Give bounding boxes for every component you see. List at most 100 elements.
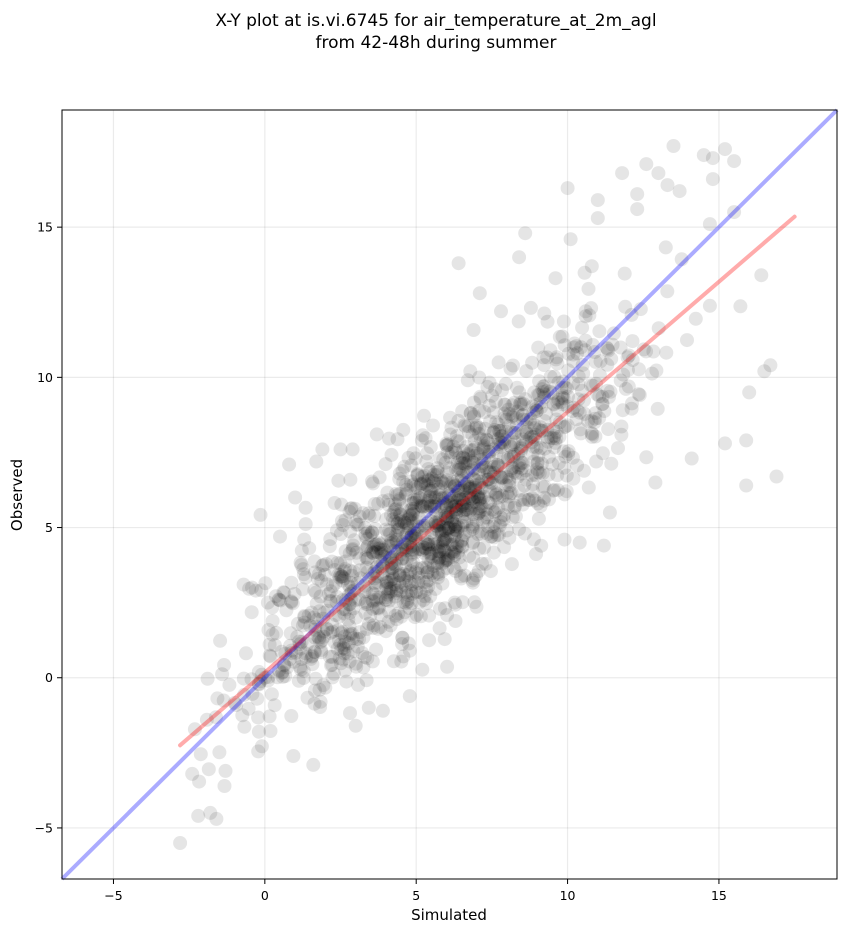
- data-point: [531, 340, 546, 355]
- data-point: [540, 422, 555, 437]
- data-point: [482, 375, 497, 390]
- data-point: [373, 541, 388, 556]
- data-point: [443, 498, 458, 513]
- data-point: [307, 583, 322, 598]
- data-point: [491, 432, 506, 446]
- data-point: [537, 358, 552, 373]
- data-point: [464, 501, 479, 516]
- data-point: [519, 434, 534, 449]
- data-point: [455, 483, 470, 498]
- data-point: [422, 573, 437, 587]
- data-point: [359, 550, 374, 565]
- data-point: [410, 514, 424, 529]
- data-point: [382, 552, 397, 567]
- data-point: [404, 596, 419, 610]
- data-point: [453, 462, 468, 477]
- data-point: [260, 673, 275, 688]
- data-point: [406, 495, 421, 510]
- data-point: [346, 538, 361, 553]
- data-point: [527, 421, 542, 436]
- data-point: [718, 142, 732, 157]
- data-point: [504, 439, 519, 454]
- data-point: [342, 504, 357, 519]
- data-point: [503, 438, 518, 453]
- data-point: [395, 637, 410, 651]
- data-point: [590, 193, 605, 208]
- data-point: [443, 410, 458, 425]
- data-point: [431, 551, 446, 566]
- data-point: [535, 466, 550, 481]
- data-point: [445, 537, 460, 552]
- data-point: [462, 523, 477, 538]
- data-point: [448, 519, 463, 534]
- data-point: [432, 621, 447, 636]
- data-point: [410, 468, 425, 483]
- data-point: [403, 564, 418, 579]
- data-point: [441, 521, 456, 536]
- data-point: [447, 544, 462, 559]
- data-point: [739, 433, 754, 448]
- data-point: [431, 539, 446, 554]
- data-point: [399, 527, 414, 542]
- data-point: [356, 630, 371, 645]
- data-point: [422, 608, 437, 623]
- data-point: [495, 489, 510, 503]
- data-point: [216, 693, 231, 708]
- data-point: [552, 415, 567, 430]
- data-point: [560, 418, 575, 433]
- data-point: [574, 383, 589, 398]
- data-point: [466, 551, 481, 565]
- data-point: [490, 458, 505, 472]
- data-point: [465, 573, 480, 588]
- data-point: [453, 569, 468, 584]
- data-point: [446, 549, 461, 564]
- data-point: [370, 559, 385, 574]
- data-point: [441, 520, 456, 535]
- grid-lines: [62, 110, 837, 879]
- data-point: [383, 574, 398, 588]
- data-point: [236, 577, 251, 592]
- data-point: [447, 595, 462, 610]
- data-point: [385, 569, 400, 584]
- data-point: [481, 472, 496, 487]
- data-point: [468, 478, 483, 493]
- x-axis-label: Simulated: [411, 906, 487, 924]
- data-point: [325, 624, 340, 639]
- data-point: [600, 383, 615, 398]
- data-point: [727, 205, 742, 220]
- data-point: [447, 516, 462, 531]
- data-point: [456, 528, 471, 543]
- data-point: [495, 429, 510, 444]
- data-point: [458, 502, 473, 517]
- data-point: [503, 486, 518, 501]
- data-point: [367, 576, 382, 590]
- data-point: [325, 657, 340, 672]
- data-point: [330, 641, 345, 656]
- data-point: [368, 544, 383, 559]
- data-point: [532, 387, 547, 402]
- data-point: [447, 498, 462, 513]
- data-point: [308, 565, 323, 580]
- data-point: [448, 614, 463, 628]
- data-point: [445, 545, 460, 560]
- data-point: [658, 240, 673, 255]
- data-point: [352, 625, 367, 640]
- data-point: [329, 594, 344, 609]
- data-point: [584, 259, 599, 274]
- data-point: [414, 476, 429, 491]
- data-point: [492, 424, 507, 438]
- data-point: [339, 674, 354, 689]
- data-point: [397, 571, 411, 586]
- data-point: [337, 571, 352, 586]
- data-point: [334, 569, 349, 584]
- data-point: [530, 456, 545, 471]
- data-point: [533, 395, 548, 410]
- data-point: [471, 506, 486, 521]
- data-point: [408, 565, 423, 580]
- data-point: [308, 622, 323, 637]
- data-point: [451, 488, 466, 502]
- data-point: [659, 345, 674, 360]
- data-point: [398, 578, 413, 593]
- data-point: [437, 542, 452, 557]
- data-point: [365, 545, 380, 560]
